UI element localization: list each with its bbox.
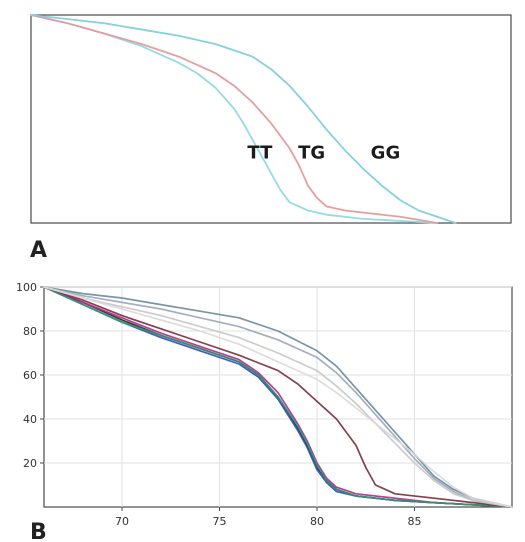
- panel-b-series-tt-curve: [43, 286, 513, 508]
- curve-label-tg: TG: [298, 143, 325, 164]
- panel-b-ytick-label: 60: [23, 369, 37, 382]
- panel-b-chart: 20 40 60 80 100 70 75 80 85: [16, 281, 513, 528]
- panel-b-grid: [44, 286, 512, 507]
- panel-b-series-gg-curve: [43, 286, 513, 508]
- panel-b-ytick-label: 100: [16, 281, 37, 294]
- panel-b-label: B: [30, 520, 47, 542]
- panel-b-ytick-label: 40: [23, 413, 37, 426]
- panel-a-series-tt-curve: [30, 14, 439, 224]
- panel-a-frame: [30, 14, 512, 224]
- panel-b-series-group: [43, 286, 513, 508]
- panel-b-xtick-label: 80: [310, 515, 324, 528]
- panel-a-series-tg-curve: [30, 14, 439, 224]
- panel-b-series-tt-curve: [43, 286, 513, 508]
- panel-b-ytick-label: 20: [23, 457, 37, 470]
- panel-b-series-gg-curve: [43, 286, 513, 508]
- panel-a-series-gg-curve: [30, 14, 457, 224]
- panel-b-xtick-label: 85: [408, 515, 422, 528]
- panel-b-ytick-label: 80: [23, 325, 37, 338]
- panel-a-series-group: [30, 14, 457, 224]
- curve-label-gg: GG: [371, 143, 401, 164]
- panel-a-chart: TT TG GG: [30, 14, 512, 224]
- panel-b-series-tg-curve: [43, 286, 513, 508]
- panel-b-xtick-label: 75: [213, 515, 227, 528]
- panel-b-series-gg-curve: [43, 286, 513, 508]
- panel-b-series-gg-curve: [43, 286, 513, 508]
- panel-a-label: A: [30, 238, 47, 263]
- curve-label-tt: TT: [247, 143, 273, 164]
- panel-b-xtick-label: 70: [115, 515, 129, 528]
